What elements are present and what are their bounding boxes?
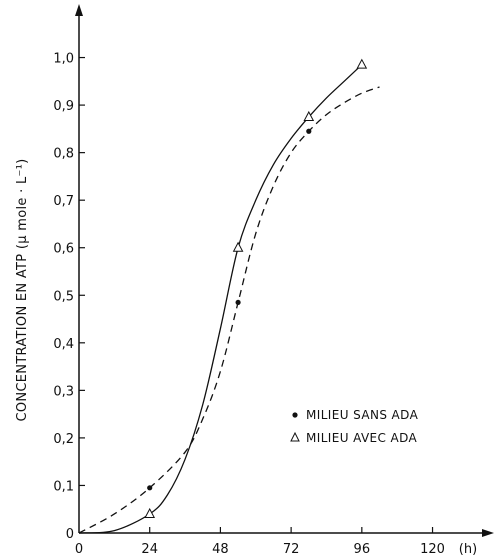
axes-group [75,4,494,537]
y-tick-label: 1,0 [53,52,74,67]
y-tick-label: 0,1 [53,479,74,494]
y-tick-label: 0,2 [53,432,74,447]
y-tick-label: 0 [66,527,74,542]
x-tick-label: 96 [354,542,371,557]
x-tick-label: 24 [141,542,158,557]
y-axis-arrow [75,4,83,16]
data-point-avec-ada [232,241,244,252]
x-axis-unit-label: (h) [459,542,477,557]
series-line-avec-ada [78,64,363,534]
x-tick-label: 0 [75,542,83,557]
data-point-sans-ada [147,485,153,491]
x-tick-label: 72 [283,542,300,557]
data-point-sans-ada [306,128,312,134]
legend: MILIEU SANS ADA MILIEU AVEC ADA [290,408,419,445]
data-point-avec-ada [356,58,368,69]
y-tick-label: 0,3 [53,384,74,399]
ticks-group: 0 0,1 0,2 0,3 0,4 0,5 0,6 0,7 0,8 0,9 1,0 0 24 48 72 96… [53,52,445,557]
x-tick-label: 120 [420,542,445,557]
y-tick-label: 0,6 [53,242,74,257]
y-tick-label: 0,5 [53,289,74,304]
data-point-avec-ada [303,110,315,121]
y-tick-label: 0,4 [53,337,74,352]
legend-label-avec-ada: MILIEU AVEC ADA [306,431,418,445]
x-tick-label: 48 [212,542,229,557]
legend-marker-triangle [290,431,300,442]
x-axis-arrow [482,529,494,537]
y-tick-label: 0,8 [53,147,74,162]
series-line-sans-ada [78,86,380,534]
data-point-sans-ada [235,299,241,306]
markers-group [144,58,368,518]
y-tick-label: 0,7 [53,194,74,209]
legend-label-sans-ada: MILIEU SANS ADA [306,408,419,422]
y-axis-title: CONCENTRATION EN ATP (μ mole · L⁻¹) [15,158,30,421]
data-point-avec-ada [144,507,156,518]
y-tick-label: 0,9 [53,99,74,114]
series-lines-group [78,64,380,534]
legend-marker-dot [292,412,298,418]
